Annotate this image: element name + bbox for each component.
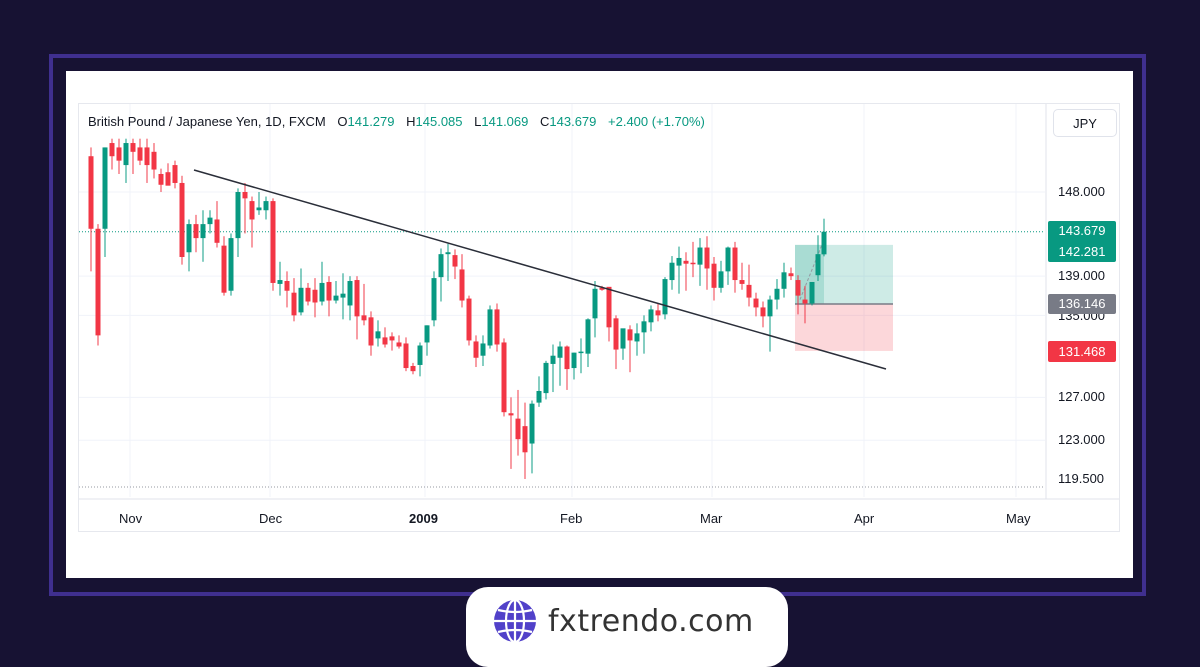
y-tick-139: 139.000 [1058,268,1105,283]
y-tick-148: 148.000 [1058,184,1105,199]
x-tick-nov: Nov [119,511,143,526]
high-label: H [406,114,416,129]
x-tick-may: May [1006,511,1031,526]
stop-price-badge: 131.468 [1048,341,1116,362]
low-label: L [474,114,482,129]
currency-button[interactable]: JPY [1053,109,1117,137]
x-tick-dec: Dec [259,511,283,526]
target-price-badge: 142.281 [1048,241,1116,262]
candlestick-plot[interactable] [0,0,1200,649]
x-tick-mar: Mar [700,511,723,526]
chart-area[interactable] [78,103,1120,532]
y-tick-119-5: 119.500 [1058,471,1105,486]
symbol-label: British Pound / Japanese Yen, 1D, FXCM [88,114,326,129]
last-price-badge: 143.679 [1048,221,1116,241]
y-tick-127: 127.000 [1058,389,1105,404]
y-tick-123: 123.000 [1058,432,1105,447]
change-value: +2.400 (+1.70%) [608,114,705,129]
entry-price-badge: 136.146 [1048,294,1116,314]
x-tick-apr: Apr [854,511,875,526]
close-value: 143.679 [549,114,597,129]
open-label: O [337,114,348,129]
chart-legend: British Pound / Japanese Yen, 1D, FXCM O… [88,114,705,129]
x-tick-feb: Feb [560,511,583,526]
brand-logo[interactable]: fxtrendo.com [492,598,754,644]
high-value: 145.085 [415,114,463,129]
open-value: 141.279 [347,114,395,129]
low-value: 141.069 [481,114,529,129]
close-label: C [540,114,550,129]
globe-icon [494,598,536,644]
brand-name: fxtrendo.com [548,603,754,639]
x-tick-2009: 2009 [409,511,438,526]
